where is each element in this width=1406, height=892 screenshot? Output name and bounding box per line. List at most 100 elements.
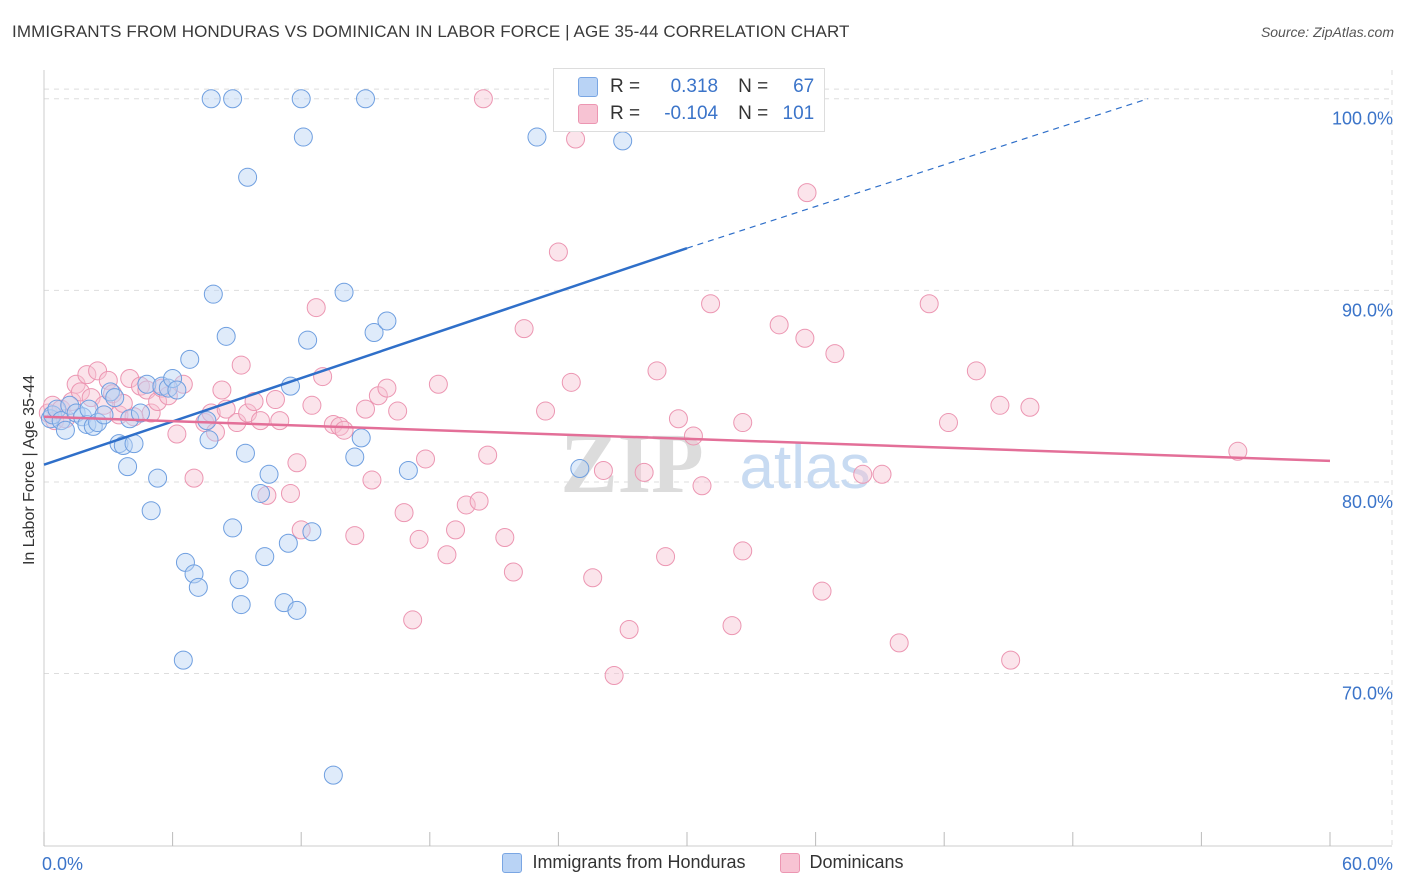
point-honduras: [323, 765, 343, 785]
legend-n-value: 101: [782, 103, 815, 124]
y-tick-label: 90.0%: [1342, 300, 1393, 320]
point-honduras: [345, 447, 365, 467]
legend-item-honduras[interactable]: Immigrants from Honduras: [502, 852, 746, 873]
point-dominicans: [446, 520, 466, 540]
point-dominicans: [593, 460, 613, 480]
legend-swatch-dominicans: [779, 852, 800, 873]
point-honduras: [105, 388, 125, 408]
point-dominicans: [604, 665, 624, 685]
point-honduras: [280, 376, 300, 396]
point-dominicans: [647, 361, 667, 381]
point-dominicans: [889, 633, 909, 653]
point-honduras: [216, 326, 236, 346]
y-tick-label: 80.0%: [1342, 492, 1393, 512]
point-dominicans: [733, 413, 753, 433]
point-honduras: [613, 131, 633, 151]
point-dominicans: [287, 453, 307, 473]
point-dominicans: [812, 581, 832, 601]
trend-line-honduras: [43, 247, 688, 466]
point-dominicans: [250, 411, 270, 431]
point-dominicans: [270, 411, 290, 431]
point-dominicans: [306, 298, 326, 318]
point-honduras: [94, 405, 114, 425]
point-honduras: [229, 570, 249, 590]
watermark-zip: ZIP: [560, 415, 703, 511]
point-honduras: [570, 459, 590, 479]
trend-line-dominicans: [43, 415, 1331, 463]
point-dominicans: [561, 372, 581, 392]
point-dominicans: [566, 129, 586, 149]
point-honduras: [238, 167, 258, 187]
point-dominicans: [167, 424, 187, 444]
point-dominicans: [184, 468, 204, 488]
legend-label-dominicans: Dominicans: [809, 852, 904, 872]
point-dominicans: [280, 483, 300, 503]
point-dominicans: [966, 361, 986, 381]
point-honduras: [199, 430, 219, 450]
point-dominicans: [769, 315, 789, 335]
point-dominicans: [478, 445, 498, 465]
series-legend: Immigrants from Honduras Dominicans: [0, 852, 1406, 873]
point-honduras: [377, 311, 397, 331]
point-honduras: [302, 522, 322, 542]
axes: [43, 70, 1392, 847]
point-honduras: [278, 533, 298, 553]
point-dominicans: [536, 401, 556, 421]
point-dominicans: [668, 409, 688, 429]
point-dominicans: [265, 390, 285, 410]
legend-swatch-honduras: [578, 77, 598, 97]
point-honduras: [231, 595, 251, 615]
point-honduras: [148, 468, 168, 488]
legend-swatch-dominicans: [578, 104, 598, 124]
point-dominicans: [514, 319, 534, 339]
point-dominicans: [872, 464, 892, 484]
point-dominicans: [394, 503, 414, 523]
point-dominicans: [583, 568, 603, 588]
point-honduras: [188, 577, 208, 597]
point-honduras: [298, 330, 318, 350]
point-honduras: [527, 127, 547, 147]
point-dominicans: [1228, 441, 1248, 461]
y-tick-label: 100.0%: [1332, 109, 1393, 129]
point-dominicans: [795, 328, 815, 348]
legend-row-honduras: R = 0.318 N = 67: [578, 75, 814, 99]
point-honduras: [163, 368, 183, 388]
point-honduras: [255, 547, 275, 567]
legend-item-dominicans[interactable]: Dominicans: [779, 852, 904, 873]
point-honduras: [398, 460, 418, 480]
point-dominicans: [212, 380, 232, 400]
point-dominicans: [853, 464, 873, 484]
legend-r-value: -0.104: [664, 103, 719, 124]
point-dominicans: [120, 368, 140, 388]
point-dominicans: [473, 89, 493, 109]
point-dominicans: [244, 391, 264, 411]
point-honduras: [167, 380, 187, 400]
point-honduras: [201, 89, 221, 109]
legend-n-value: 67: [793, 76, 815, 97]
point-dominicans: [495, 528, 515, 548]
legend-swatch-honduras: [502, 852, 523, 873]
point-dominicans: [323, 414, 343, 434]
point-honduras: [223, 518, 243, 538]
series-honduras-points: [40, 89, 633, 785]
point-honduras: [141, 501, 161, 521]
point-dominicans: [388, 401, 408, 421]
trend-lines: [43, 98, 1331, 466]
y-tick-label: 70.0%: [1342, 684, 1393, 704]
point-dominicans: [683, 426, 703, 446]
point-dominicans: [1020, 397, 1040, 417]
point-dominicans: [797, 183, 817, 203]
point-dominicans: [1001, 650, 1021, 670]
point-honduras: [203, 284, 223, 304]
point-honduras: [60, 395, 80, 415]
point-dominicans: [403, 610, 423, 630]
point-dominicans: [416, 449, 436, 469]
legend-r-value: 0.318: [670, 76, 719, 97]
point-honduras: [137, 374, 157, 394]
point-honduras: [287, 600, 307, 620]
x-tick-label-min: 0.0%: [42, 854, 83, 874]
point-dominicans: [437, 545, 457, 565]
point-honduras: [293, 127, 313, 147]
point-dominicans: [938, 413, 958, 433]
